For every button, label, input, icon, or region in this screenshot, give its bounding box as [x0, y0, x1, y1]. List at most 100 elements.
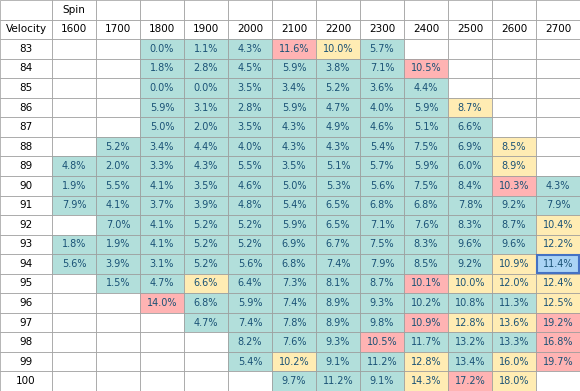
- Bar: [52, 235, 96, 254]
- Bar: [316, 39, 360, 59]
- Text: 4.8%: 4.8%: [238, 200, 262, 210]
- Bar: [360, 313, 404, 332]
- Text: 5.2%: 5.2%: [194, 259, 218, 269]
- Text: 11.4%: 11.4%: [543, 259, 573, 269]
- Bar: [492, 137, 536, 156]
- Bar: [492, 235, 536, 254]
- Bar: [316, 0, 360, 20]
- Bar: [228, 98, 272, 117]
- Text: 5.9%: 5.9%: [282, 102, 306, 113]
- Bar: [492, 39, 536, 59]
- Bar: [360, 78, 404, 98]
- Text: 16.8%: 16.8%: [543, 337, 573, 347]
- Bar: [228, 352, 272, 371]
- Bar: [536, 98, 580, 117]
- Text: 11.3%: 11.3%: [499, 298, 529, 308]
- Text: 11.6%: 11.6%: [279, 44, 309, 54]
- Bar: [316, 59, 360, 78]
- Text: 6.9%: 6.9%: [458, 142, 482, 152]
- Bar: [52, 293, 96, 313]
- Text: 2.0%: 2.0%: [106, 161, 130, 171]
- Bar: [537, 255, 579, 273]
- Bar: [228, 59, 272, 78]
- Text: 7.4%: 7.4%: [326, 259, 350, 269]
- Text: 8.1%: 8.1%: [326, 278, 350, 289]
- Text: 3.3%: 3.3%: [150, 161, 174, 171]
- Bar: [404, 117, 448, 137]
- Bar: [52, 137, 96, 156]
- Text: 17.2%: 17.2%: [455, 376, 485, 386]
- Bar: [536, 196, 580, 215]
- Bar: [96, 156, 140, 176]
- Text: 7.6%: 7.6%: [414, 220, 438, 230]
- Text: 1.5%: 1.5%: [106, 278, 130, 289]
- Bar: [184, 117, 228, 137]
- Text: 7.4%: 7.4%: [238, 317, 262, 328]
- Text: 10.9%: 10.9%: [499, 259, 529, 269]
- Bar: [140, 137, 184, 156]
- Bar: [404, 332, 448, 352]
- Bar: [360, 332, 404, 352]
- Bar: [272, 293, 316, 313]
- Text: 6.6%: 6.6%: [458, 122, 482, 132]
- Text: 1.9%: 1.9%: [62, 181, 86, 191]
- Bar: [536, 313, 580, 332]
- Bar: [492, 254, 536, 274]
- Text: 4.6%: 4.6%: [370, 122, 394, 132]
- Text: 18.0%: 18.0%: [499, 376, 529, 386]
- Text: 92: 92: [19, 220, 32, 230]
- Text: 8.3%: 8.3%: [414, 239, 438, 249]
- Text: 6.6%: 6.6%: [194, 278, 218, 289]
- Text: 0.0%: 0.0%: [150, 44, 174, 54]
- Bar: [448, 59, 492, 78]
- Bar: [536, 0, 580, 20]
- Bar: [228, 332, 272, 352]
- Bar: [52, 39, 96, 59]
- Text: 94: 94: [19, 259, 32, 269]
- Bar: [228, 78, 272, 98]
- Text: 7.9%: 7.9%: [546, 200, 570, 210]
- Bar: [184, 59, 228, 78]
- Bar: [360, 98, 404, 117]
- Text: 8.9%: 8.9%: [502, 161, 526, 171]
- Text: 4.3%: 4.3%: [326, 142, 350, 152]
- Bar: [140, 117, 184, 137]
- Bar: [316, 235, 360, 254]
- Text: 7.6%: 7.6%: [282, 337, 306, 347]
- Text: 2000: 2000: [237, 24, 263, 34]
- Bar: [228, 274, 272, 293]
- Bar: [0, 20, 52, 39]
- Bar: [52, 20, 96, 39]
- Bar: [360, 352, 404, 371]
- Text: 98: 98: [19, 337, 32, 347]
- Text: 7.1%: 7.1%: [370, 63, 394, 74]
- Text: 7.5%: 7.5%: [414, 181, 438, 191]
- Bar: [96, 78, 140, 98]
- Text: 5.9%: 5.9%: [238, 298, 262, 308]
- Bar: [96, 274, 140, 293]
- Bar: [52, 78, 96, 98]
- Bar: [140, 156, 184, 176]
- Bar: [0, 196, 52, 215]
- Text: 2200: 2200: [325, 24, 351, 34]
- Bar: [448, 196, 492, 215]
- Bar: [448, 313, 492, 332]
- Bar: [184, 274, 228, 293]
- Bar: [448, 254, 492, 274]
- Text: 5.9%: 5.9%: [282, 220, 306, 230]
- Bar: [492, 176, 536, 196]
- Text: 4.3%: 4.3%: [282, 122, 306, 132]
- Bar: [360, 235, 404, 254]
- Text: 0.0%: 0.0%: [194, 83, 218, 93]
- Text: 96: 96: [19, 298, 32, 308]
- Bar: [184, 352, 228, 371]
- Text: 1.8%: 1.8%: [150, 63, 174, 74]
- Text: 3.6%: 3.6%: [370, 83, 394, 93]
- Text: 3.5%: 3.5%: [194, 181, 218, 191]
- Bar: [0, 156, 52, 176]
- Bar: [492, 59, 536, 78]
- Text: 4.9%: 4.9%: [326, 122, 350, 132]
- Text: 12.5%: 12.5%: [543, 298, 574, 308]
- Text: 10.8%: 10.8%: [455, 298, 485, 308]
- Bar: [184, 176, 228, 196]
